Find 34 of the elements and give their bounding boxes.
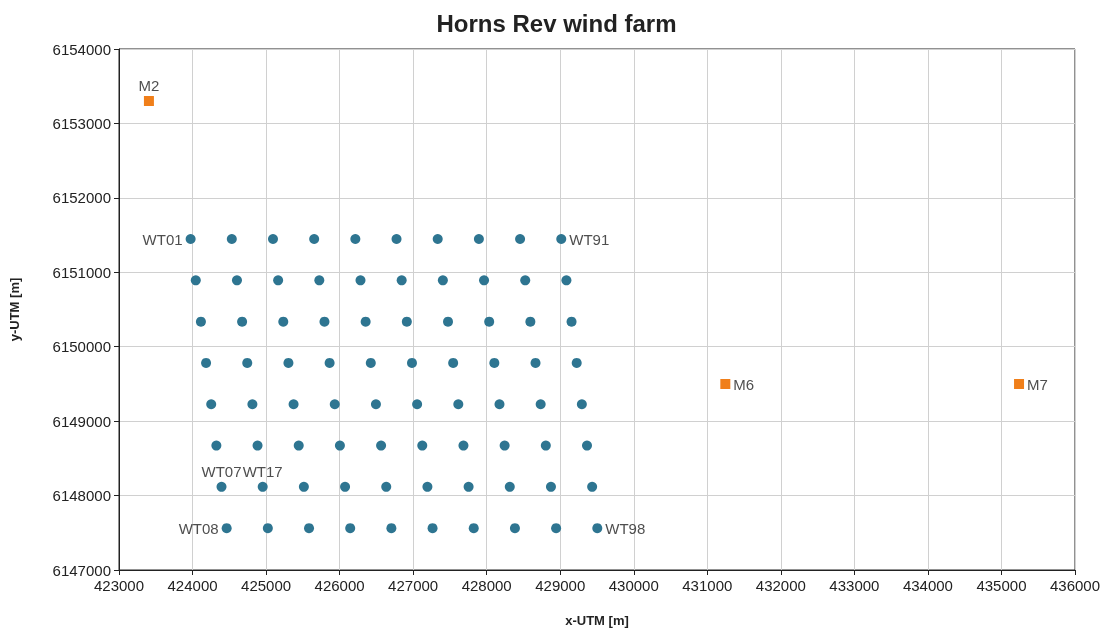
annotation: WT08 [178, 519, 219, 537]
annotation: M6 [733, 375, 755, 393]
y-tick-label: 6148000 [52, 487, 111, 505]
x-tick-label: 433000 [829, 577, 880, 594]
x-tick-label: 430000 [608, 577, 659, 594]
y-tick-label: 6149000 [52, 412, 111, 430]
annotation: WT01 [142, 230, 183, 248]
annotation: WT91 [569, 230, 610, 248]
annotation: M2 [138, 77, 160, 95]
x-tick-label: 423000 [93, 577, 145, 594]
y-tick-label: 6151000 [52, 263, 111, 281]
x-tick-label: 434000 [902, 577, 953, 594]
x-tick-label: 425000 [241, 577, 292, 594]
y-tick-label: 6150000 [52, 338, 111, 356]
x-tick-label: 428000 [461, 577, 512, 594]
y-tick-label: 6147000 [52, 561, 111, 579]
x-axis-title: x-UTM [m] [565, 613, 629, 628]
x-tick-label: 431000 [682, 577, 733, 594]
x-tick-label: 432000 [755, 577, 806, 594]
y-tick-label: 6152000 [52, 189, 111, 207]
x-tick-label: 427000 [388, 577, 439, 594]
y-tick-label: 6153000 [52, 114, 111, 132]
annotation: WT98 [605, 519, 646, 537]
x-tick-label: 424000 [167, 577, 218, 594]
y-axis-title: y-UTM [m] [7, 277, 22, 342]
x-tick-label: 429000 [535, 577, 586, 594]
x-tick-label: 435000 [976, 577, 1027, 594]
annotation: M7 [1027, 375, 1048, 393]
x-tick-label: 436000 [1049, 577, 1101, 594]
chart-title: Horns Rev wind farm [436, 9, 677, 37]
y-tick-label: 6154000 [52, 40, 111, 58]
annotation: WT17 [242, 462, 283, 480]
x-tick-label: 426000 [314, 577, 365, 594]
annotation: WT07 [201, 462, 242, 480]
